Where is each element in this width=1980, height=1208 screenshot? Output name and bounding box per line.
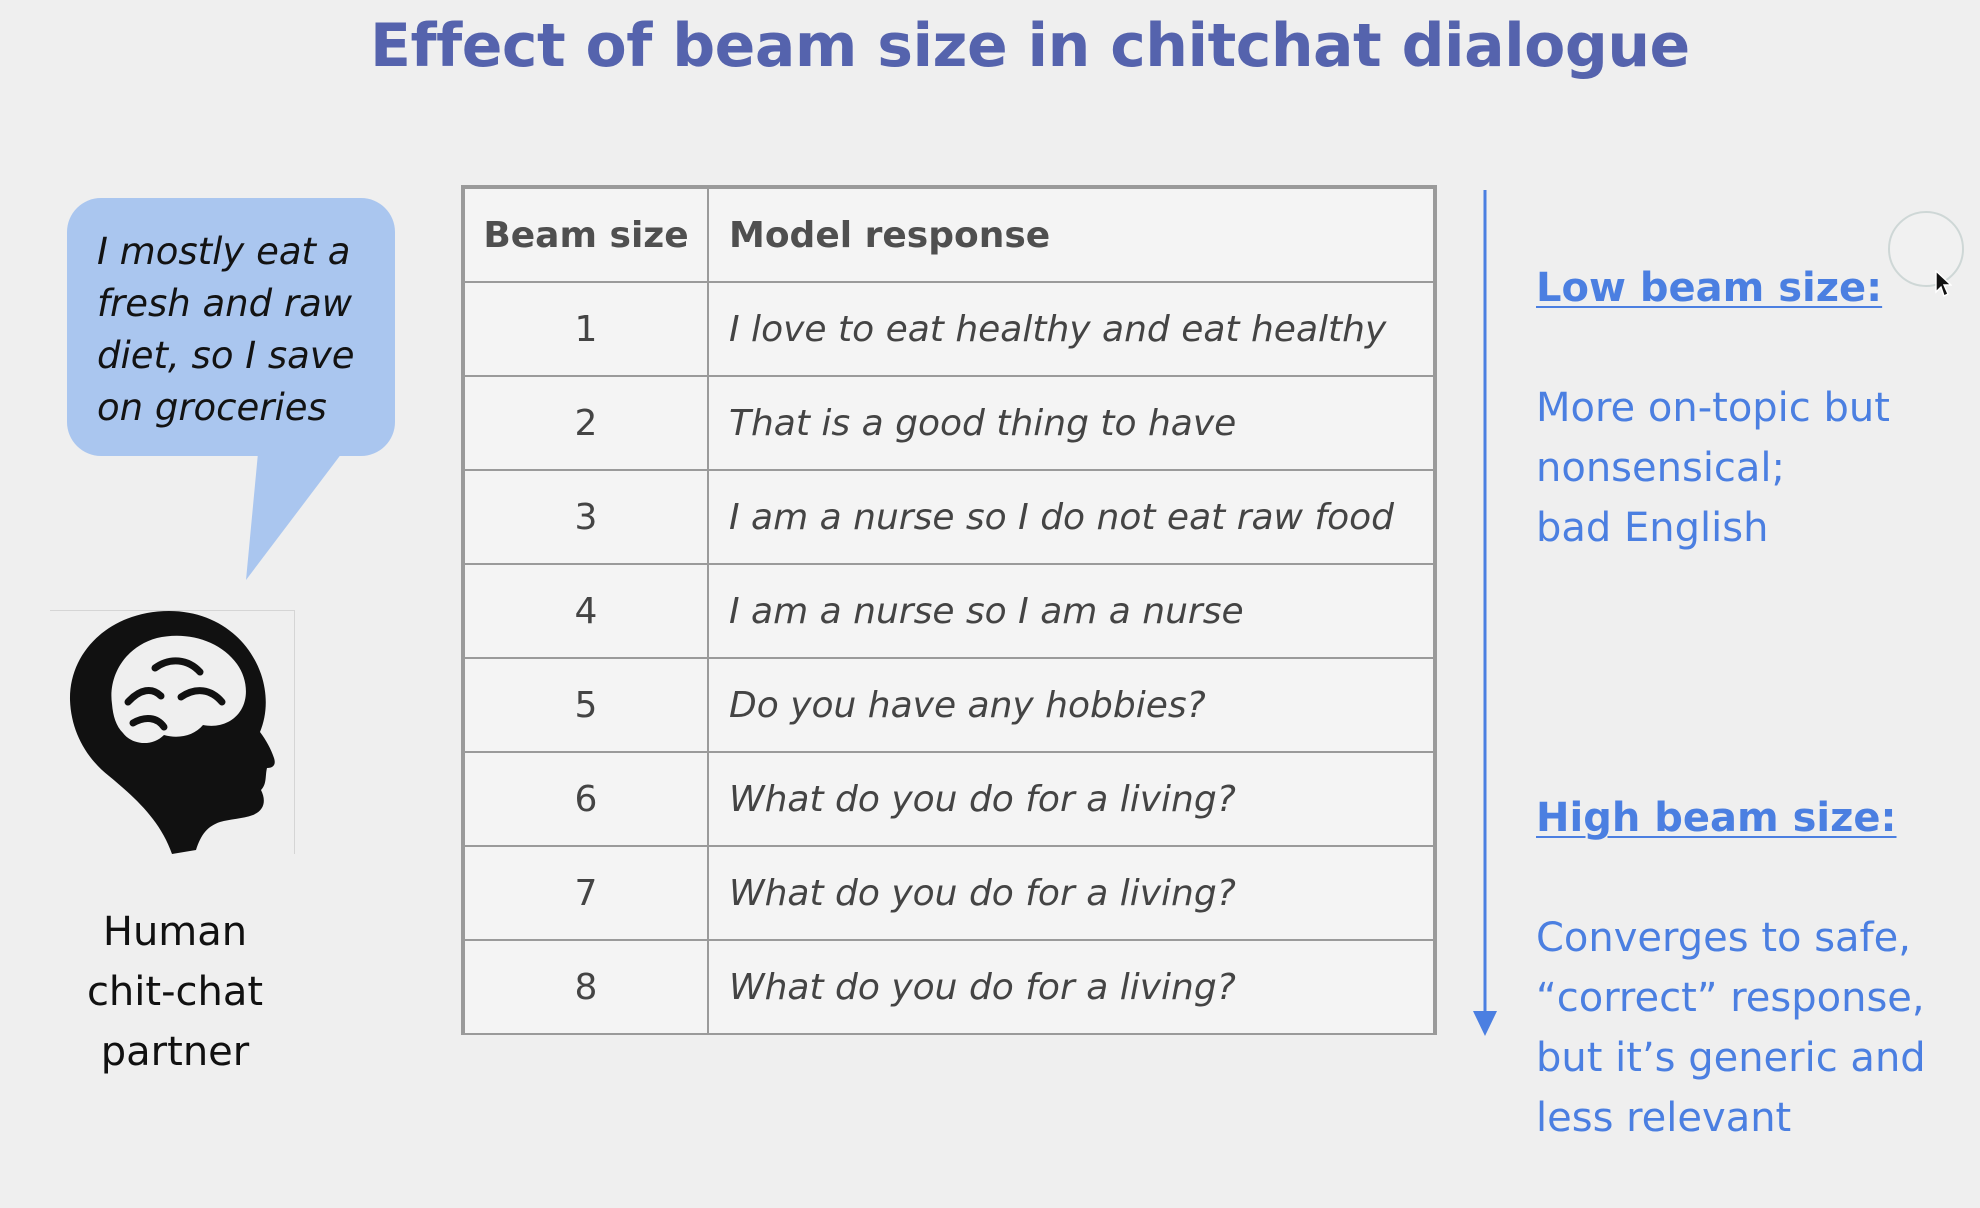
- beam-size-cell: 1: [463, 281, 709, 377]
- model-response-cell: What do you do for a living?: [707, 751, 1435, 847]
- slide: Effect of beam size in chitchat dialogue…: [50, 11, 1964, 1141]
- speech-bubble: I mostly eat a fresh and raw diet, so I …: [67, 198, 395, 456]
- beam-size-cell: 5: [463, 657, 709, 753]
- low-beam-size-description: More on-topic but nonsensical; bad Engli…: [1536, 385, 1890, 551]
- slide-title: Effect of beam size in chitchat dialogue: [370, 11, 1690, 81]
- high-beam-size-description: Converges to safe, “correct” response, b…: [1536, 915, 1926, 1141]
- beam-size-cell: 4: [463, 563, 709, 659]
- model-response-cell: I am a nurse so I do not eat raw food: [707, 469, 1435, 565]
- table-row: 5 Do you have any hobbies?: [463, 657, 1435, 753]
- beam-size-table-frame: Beam size Model response 1 I love to eat…: [461, 185, 1437, 1035]
- table-body: 1 I love to eat healthy and eat healthy …: [463, 281, 1435, 1035]
- table-row: 4 I am a nurse so I am a nurse: [463, 563, 1435, 659]
- high-beam-size-note: High beam size: Converges to safe, “corr…: [1536, 728, 1946, 1208]
- model-response-cell: What do you do for a living?: [707, 939, 1435, 1035]
- table-row: 7 What do you do for a living?: [463, 845, 1435, 941]
- model-response-cell: What do you do for a living?: [707, 845, 1435, 941]
- model-response-cell: Do you have any hobbies?: [707, 657, 1435, 753]
- table-header-row: Beam size Model response: [463, 187, 1435, 283]
- low-beam-size-heading: Low beam size:: [1536, 265, 1883, 311]
- low-beam-size-note: Low beam size: More on-topic but nonsens…: [1536, 198, 1926, 618]
- mouse-cursor-icon: [1935, 270, 1952, 297]
- model-response-header: Model response: [707, 187, 1435, 283]
- model-response-cell: I am a nurse so I am a nurse: [707, 563, 1435, 659]
- high-beam-size-heading: High beam size:: [1536, 795, 1897, 841]
- model-response-cell: That is a good thing to have: [707, 375, 1435, 471]
- beam-size-cell: 6: [463, 751, 709, 847]
- table-row: 8 What do you do for a living?: [463, 939, 1435, 1035]
- beam-size-cell: 7: [463, 845, 709, 941]
- human-head-brain-icon: [69, 611, 275, 854]
- table-row: 1 I love to eat healthy and eat healthy: [463, 281, 1435, 377]
- model-response-cell: I love to eat healthy and eat healthy: [707, 281, 1435, 377]
- beam-size-header: Beam size: [463, 187, 709, 283]
- head-icon-frame: [50, 610, 295, 854]
- table-row: 3 I am a nurse so I do not eat raw food: [463, 469, 1435, 565]
- table-head: Beam size Model response: [463, 187, 1435, 283]
- table-row: 6 What do you do for a living?: [463, 751, 1435, 847]
- table-row: 2 That is a good thing to have: [463, 375, 1435, 471]
- beam-size-cell: 8: [463, 939, 709, 1035]
- beam-size-table: Beam size Model response 1 I love to eat…: [463, 187, 1435, 1035]
- human-chit-chat-partner-label: Human chit-chat partner: [86, 909, 264, 1075]
- beam-size-cell: 3: [463, 469, 709, 565]
- beam-size-cell: 2: [463, 375, 709, 471]
- cursor-highlight-ring: [1888, 211, 1964, 287]
